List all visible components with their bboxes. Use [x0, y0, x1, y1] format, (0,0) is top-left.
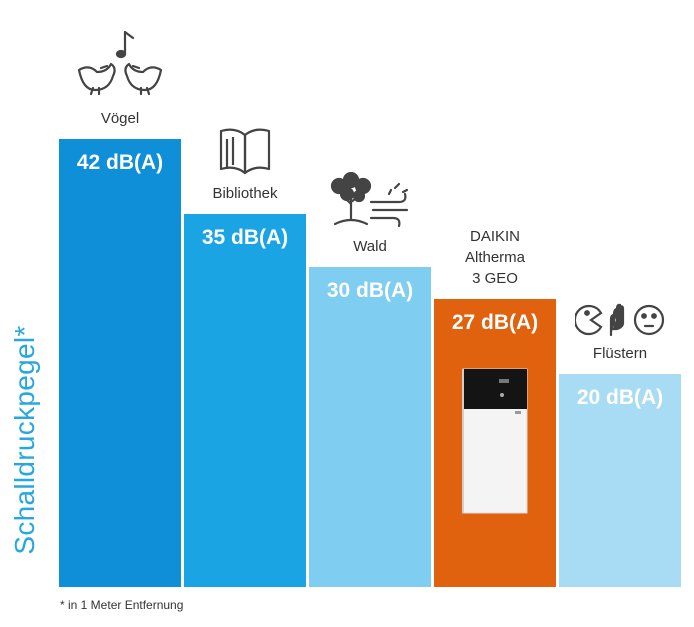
y-axis-label: Schalldruckpegel* [9, 325, 40, 555]
bar-1 [59, 139, 181, 587]
value-label-1: 42 dB(A) [76, 151, 164, 174]
value-label-2: 35 dB(A) [201, 226, 289, 249]
birds-icon [75, 30, 165, 102]
category-label-5: Flüstern [592, 345, 648, 362]
footnote: * in 1 Meter Entfernung [60, 598, 184, 612]
bar-2 [184, 214, 306, 587]
category-label-2: Bibliothek [212, 185, 278, 202]
category-label-4: DAIKIN Altherma 3 GEO [464, 228, 526, 287]
value-label-3: 30 dB(A) [326, 279, 414, 302]
bar-3 [309, 267, 431, 587]
book-icon [217, 125, 273, 177]
bar-5 [559, 374, 681, 587]
tree-wind-icon [325, 172, 415, 230]
category-label-1: Vögel [100, 110, 140, 127]
category-label-3: Wald [353, 238, 387, 255]
heat-pump-icon [459, 367, 531, 517]
value-label-4: 27 dB(A) [451, 311, 539, 334]
whisper-icon [575, 303, 665, 337]
value-label-5: 20 dB(A) [576, 386, 664, 409]
